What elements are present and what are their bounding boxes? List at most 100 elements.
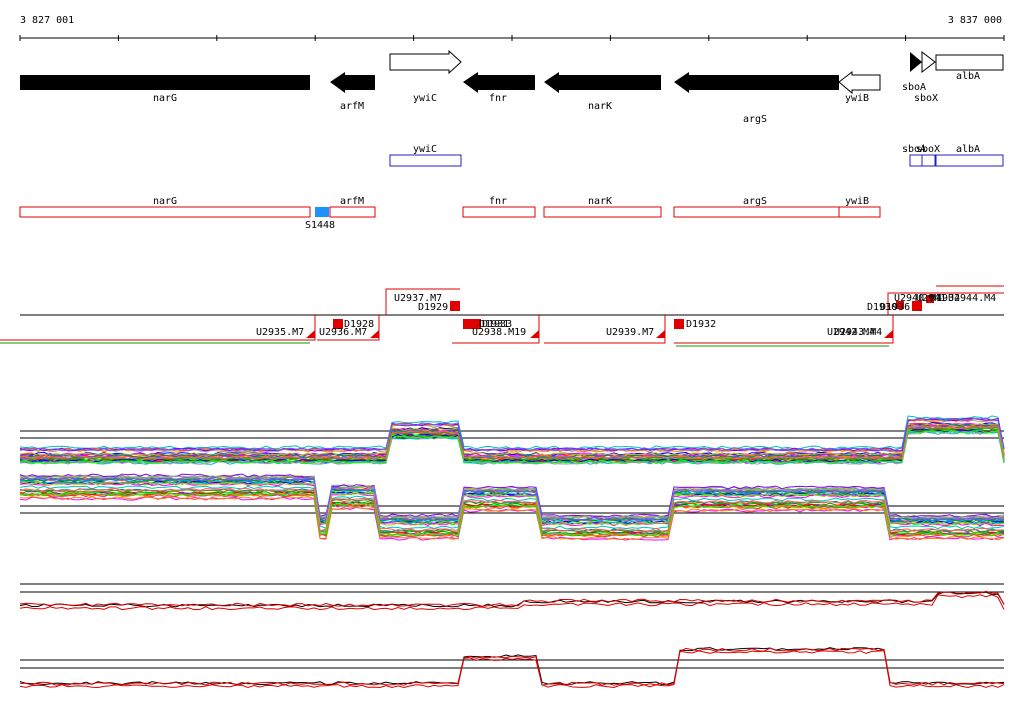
upper-label-1: D1929 [418,302,448,313]
panel-2-profile-line-27 [19,492,1005,536]
tss-marker-D1934[interactable] [926,295,934,303]
tss-marker-D1932[interactable] [674,319,684,329]
blue-box-albA[interactable] [935,154,1004,167]
gene-label-narG: narG [153,93,177,104]
panel-4-profile-line-1 [20,647,1005,686]
expression-panel-3 [19,583,1005,611]
gene-arrow-ywiB[interactable] [838,70,881,95]
panel-2-profile-line-6 [19,496,1005,541]
panel-2-profile-line-15 [19,493,1005,538]
lower-label-5: U2938.M19 [472,327,526,338]
ruler-start-label: 3 827 001 [20,15,74,26]
panel-3-profiles [19,590,1005,611]
gene-track: narG arfM ywiC fnr narK argS ywiB sboA s… [20,49,1004,125]
lower-label-6: U2939.M7 [606,327,654,338]
gene-arrow-argS[interactable] [674,72,839,93]
upper-segment-U2937[interactable] [385,288,460,315]
lower-segment-end-U2935 [306,330,315,338]
panel-3-profile-line-1 [19,590,1005,607]
coordinate-ruler: 3 827 001 3 837 000 [19,15,1005,41]
panel-4-profiles [19,647,1005,689]
lower-segment-end-U2942 [884,330,893,338]
panel-1-profile-line-22 [19,418,1005,453]
ruler-end-label: 3 837 000 [948,15,1002,26]
tss-marker-D1936[interactable] [912,301,922,311]
tss-marker-D1929[interactable] [450,301,460,311]
expression-panel-4 [19,647,1005,689]
panel-1-profile-line-29 [19,417,1005,452]
panel-1-profiles [19,415,1005,465]
red-box-label-argS: argS [743,196,767,207]
site-marker-S1448[interactable] [315,207,329,217]
gene-arrow-arfM[interactable] [330,72,375,93]
blue-box-label-sboX: sboX [916,144,940,155]
upper-label-4: U2940.M4 [894,293,942,304]
red-annotation-track: narG arfM S1448 fnr narK argS ywiB [19,196,881,231]
lower-label-8: U2942.M4 [827,327,875,338]
gene-label-argS: argS [743,114,767,125]
lower-label-7: D1932 [686,319,716,330]
red-box-narG[interactable] [19,206,311,218]
gene-arrow-narG[interactable] [20,75,310,90]
tss-marker-D1930[interactable] [896,301,904,309]
red-box-argS[interactable] [673,206,840,218]
lower-label-2: D1928 [344,319,374,330]
upper-label-0: U2937.M7 [394,293,442,304]
gene-arrow-sboX[interactable] [921,50,936,74]
upper-label-2: D1930 [867,302,897,313]
red-box-fnr[interactable] [462,206,536,218]
gene-label-ywiB: ywiB [845,93,869,104]
tss-marker-D1928[interactable] [333,319,343,329]
lower-segment-end-U2938 [530,330,539,338]
lower-segment-end-U2939 [656,330,665,338]
lower-segment-U2936[interactable] [317,315,380,341]
gene-arrow-fnr[interactable] [463,72,535,93]
lower-label-4: D1933 [482,319,512,330]
red-box-label-ywiB: ywiB [845,196,869,207]
gene-label-arfM: arfM [340,101,364,112]
red-box-narK[interactable] [543,206,662,218]
gene-arrow-ywiC[interactable] [389,49,462,75]
panel-2-profile-line-4 [19,485,1005,530]
panel-2-profiles [19,473,1005,541]
ruler-ticks [19,35,1005,41]
gene-label-albA: albA [956,71,980,82]
gene-label-narK: narK [588,101,612,112]
panel-1-profile-line-27 [20,429,1005,464]
panel-1-profile-line-23 [19,417,1005,452]
red-box-label-arfM: arfM [340,196,364,207]
gene-arrow-sboA[interactable] [910,52,922,72]
lower-label-9: U2943.M4 [834,327,882,338]
blue-box-sboX[interactable] [921,154,936,167]
lower-segment-U2938[interactable] [452,315,540,344]
gene-arrow-albA[interactable] [935,54,1004,71]
gene-arrow-narK[interactable] [544,72,661,93]
red-box-ywiB[interactable] [838,206,881,218]
expression-panel-1 [19,415,1005,465]
blue-box-sboA[interactable] [909,154,923,167]
red-box-arfM[interactable] [329,206,376,218]
panel-4-profile-line-0 [19,647,1005,686]
upper-label-6: D1934 [930,293,960,304]
lower-segment-U2935[interactable] [0,315,316,341]
upper-segment-U2940[interactable] [887,292,1004,315]
lower-segment-U2942[interactable] [674,315,894,344]
gene-label-fnr: fnr [489,93,507,104]
blue-annotation-track: ywiC sboA sboX albA [389,144,1004,167]
lower-label-1: U2936.M7 [319,327,367,338]
panel-2-profile-line-26 [19,475,1005,520]
tss-marker-D1931[interactable] [463,319,481,329]
blue-box-label-albA: albA [956,144,980,155]
gene-label-sboA: sboA [902,82,926,93]
panel-1-profile-line-4 [19,415,1005,450]
upper-label-5: U2941 [916,293,946,304]
blue-box-ywiC[interactable] [389,154,462,167]
lower-segment-end-U2936 [370,330,379,338]
panel-1-profile-line-15 [19,417,1005,452]
panel-2-profile-line-28 [19,487,1004,532]
lower-segment-U2939[interactable] [544,315,666,344]
panel-1-profile-line-28 [19,425,1005,460]
lower-label-3: D1931 [479,319,509,330]
red-box-label-fnr: fnr [489,196,507,207]
